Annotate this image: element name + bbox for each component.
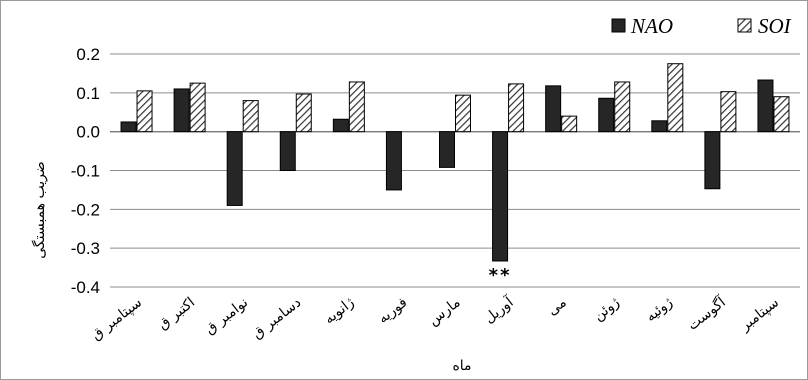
y-axis-ticks: 0.2 0.1 0.0 -0.1 -0.2 -0.3 -0.4 bbox=[71, 45, 100, 297]
y-tick-label: -0.2 bbox=[71, 200, 100, 219]
legend-swatch-soi bbox=[737, 18, 752, 33]
bar-nao bbox=[385, 131, 402, 191]
significance-marker: ** bbox=[489, 265, 512, 286]
bar-nao bbox=[279, 131, 296, 172]
bar-nao bbox=[757, 79, 774, 133]
y-tick-label: 0.0 bbox=[76, 123, 100, 142]
x-category-label: ژوئیه bbox=[643, 294, 676, 325]
x-category-label: آوریل bbox=[481, 293, 517, 327]
x-category-label: سپتامبر bbox=[737, 295, 782, 335]
x-category-label: دسامبر ق bbox=[249, 295, 304, 343]
bar-soi bbox=[508, 83, 525, 133]
x-category-label: آگوست bbox=[684, 293, 729, 334]
x-category-label: فوریه bbox=[375, 295, 410, 327]
bar-nao bbox=[598, 97, 615, 133]
bar-nao bbox=[439, 131, 455, 168]
x-category-label: اکتبر ق bbox=[155, 295, 198, 333]
legend-label-nao: NAO bbox=[630, 14, 673, 38]
x-category-label: ژوئن bbox=[591, 294, 623, 324]
bar-nao bbox=[173, 88, 190, 133]
legend: NAO SOI bbox=[611, 14, 792, 38]
bar-soi bbox=[242, 100, 259, 133]
bar-nao bbox=[120, 121, 137, 133]
bar-nao bbox=[545, 85, 562, 133]
x-axis-label: ماه bbox=[452, 358, 471, 374]
legend-swatch-nao bbox=[611, 18, 626, 33]
bar-soi bbox=[136, 90, 153, 133]
y-tick-label: -0.1 bbox=[71, 162, 100, 181]
bar-soi bbox=[720, 91, 737, 133]
bar-soi bbox=[667, 63, 684, 133]
y-axis-label: ضریب همبستگی bbox=[31, 161, 48, 259]
bar-soi bbox=[295, 93, 312, 133]
bar-soi bbox=[348, 81, 365, 133]
legend-label-soi: SOI bbox=[758, 14, 792, 38]
bar-nao bbox=[704, 131, 721, 190]
x-category-label: سپتامبر ق bbox=[88, 295, 145, 344]
bar-nao bbox=[332, 118, 349, 133]
bar-soi bbox=[455, 94, 471, 133]
bar-soi bbox=[189, 82, 206, 133]
bar-soi bbox=[773, 96, 790, 133]
bar-nao bbox=[492, 131, 509, 262]
y-tick-label: -0.4 bbox=[71, 278, 100, 297]
x-category-label: نوامبر ق bbox=[202, 295, 251, 338]
gridlines bbox=[110, 53, 800, 288]
bar-nao bbox=[226, 131, 243, 206]
annotations: ** bbox=[489, 265, 512, 286]
x-category-label: مارس bbox=[426, 295, 464, 330]
bar-soi bbox=[561, 115, 578, 133]
y-tick-label: -0.3 bbox=[71, 239, 100, 258]
x-category-label: ژانویه bbox=[321, 294, 357, 327]
y-tick-label: 0.1 bbox=[76, 84, 100, 103]
x-category-label: می bbox=[545, 295, 570, 319]
bars bbox=[120, 63, 790, 262]
bar-nao bbox=[651, 120, 668, 133]
y-tick-label: 0.2 bbox=[76, 45, 100, 64]
bar-soi bbox=[614, 81, 631, 133]
